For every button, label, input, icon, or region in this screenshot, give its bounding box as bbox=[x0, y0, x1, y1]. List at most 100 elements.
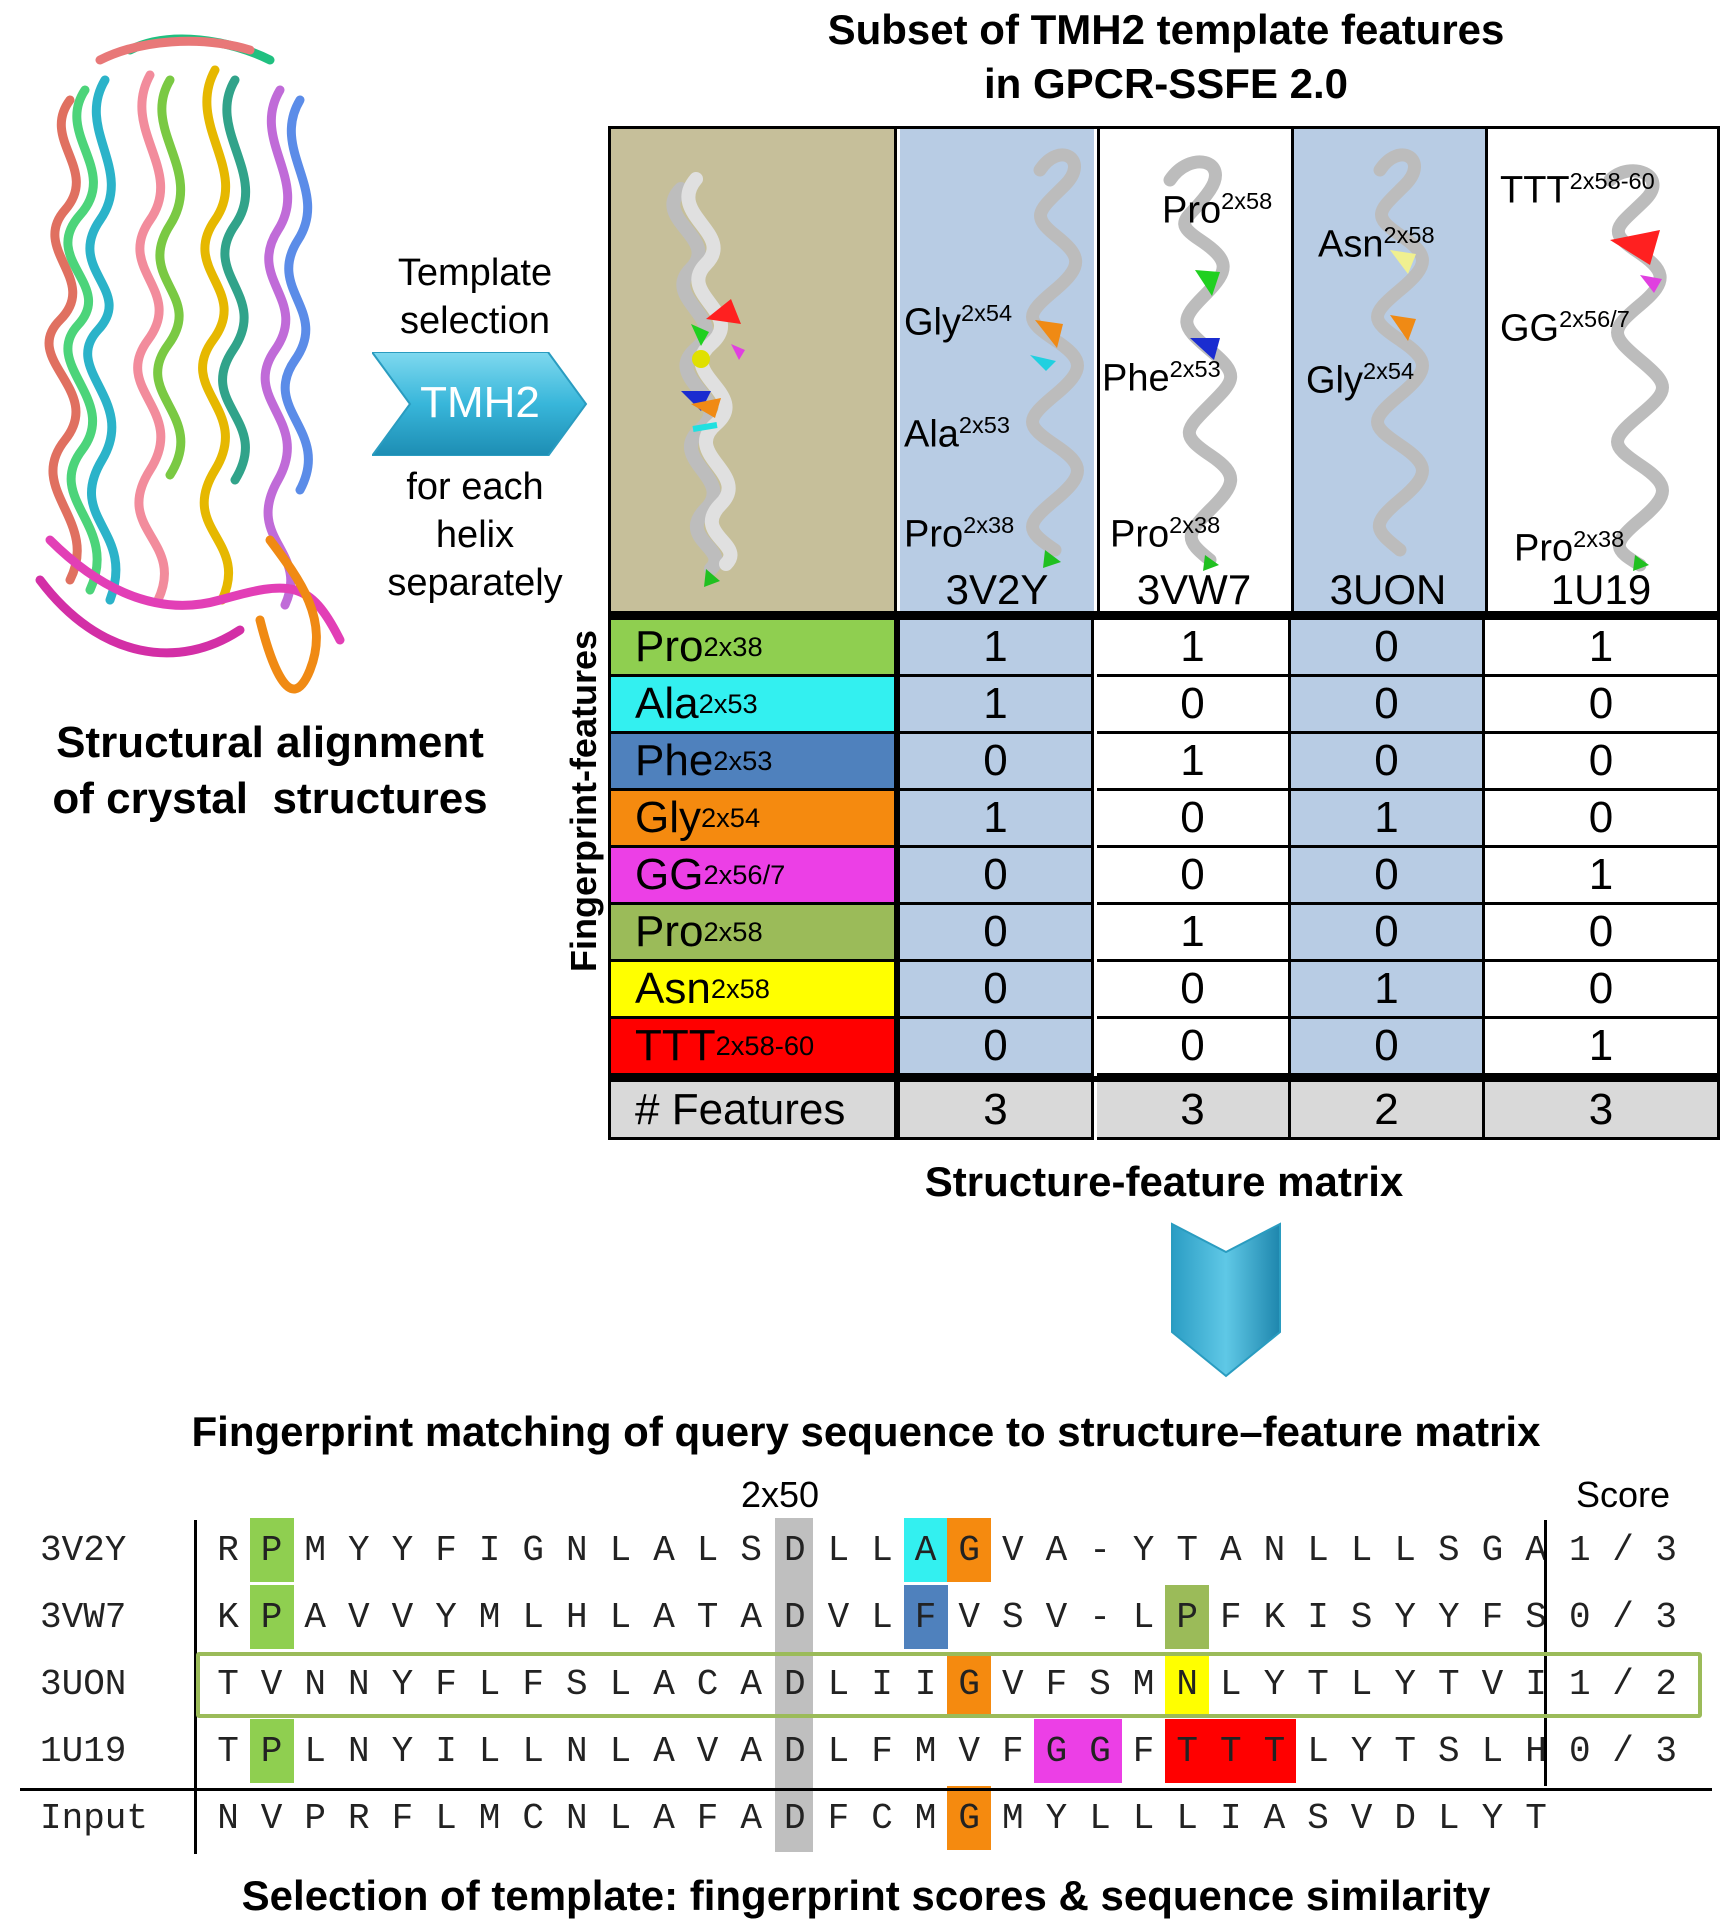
residue: N bbox=[565, 1529, 588, 1571]
residue: L bbox=[1176, 1797, 1198, 1839]
feature-position: 2x38 bbox=[703, 631, 763, 662]
residue: T bbox=[1394, 1730, 1416, 1772]
residue: H bbox=[565, 1596, 588, 1638]
alignment-caption-line2: of crystal structures bbox=[52, 774, 488, 823]
tmh2-arrow-shape bbox=[372, 352, 588, 456]
feature-highlight bbox=[947, 1518, 992, 1582]
residue: G bbox=[1089, 1730, 1111, 1772]
matrix-cell: 0 bbox=[1097, 791, 1291, 848]
total-features-cell: 3 bbox=[900, 1082, 1094, 1140]
feature-residue: GG bbox=[635, 850, 704, 899]
residue: F bbox=[1045, 1663, 1068, 1705]
structure-panel-3v2y bbox=[900, 129, 1094, 611]
residue: L bbox=[1350, 1529, 1373, 1571]
residue: A bbox=[653, 1596, 675, 1638]
residue: C bbox=[871, 1797, 893, 1839]
residue: L bbox=[478, 1730, 501, 1772]
residue: Y bbox=[1132, 1529, 1155, 1571]
structure-id-3v2y: 3V2Y bbox=[945, 566, 1049, 613]
matrix-cell: 0 bbox=[1485, 905, 1720, 962]
helix-3vw7-icon bbox=[1163, 155, 1238, 571]
residue: T bbox=[1176, 1730, 1198, 1772]
residue: V bbox=[260, 1797, 283, 1839]
matrix-cell: 0 bbox=[1097, 962, 1291, 1019]
residue: G bbox=[958, 1797, 980, 1839]
feature-residue: Ala bbox=[635, 679, 699, 728]
feature-highlight bbox=[1208, 1719, 1253, 1783]
position-marker-2x50: 2x50 bbox=[740, 1474, 820, 1515]
residue: Y bbox=[391, 1529, 414, 1571]
feature-label-asn-6: Asn 2x58 bbox=[608, 962, 897, 1019]
residue: A bbox=[304, 1596, 326, 1638]
fingerprint-score-3uon: 1 / 2 bbox=[1568, 1663, 1678, 1705]
label-3v2y-pro: Pro2x38 bbox=[904, 512, 1015, 556]
matrix-cell: 0 bbox=[900, 1019, 1094, 1076]
label-3uon-asn: Asn2x58 bbox=[1318, 222, 1435, 266]
residue: V bbox=[1001, 1663, 1024, 1705]
residue: D bbox=[783, 1529, 806, 1571]
feature-label-ttt-7: TTT 2x58-60 bbox=[608, 1019, 897, 1076]
matrix-cell: 0 bbox=[900, 734, 1094, 791]
residue: P bbox=[304, 1797, 326, 1839]
structure-feature-matrix: Pro 2x38 1 1 0 1 Ala 2x53 1 0 0 0 Phe 2x53 0 1 0 0 Gly 2x54… bbox=[608, 614, 1720, 1140]
residue: N bbox=[1263, 1529, 1286, 1571]
residue: V bbox=[958, 1596, 980, 1638]
feature-highlight bbox=[249, 1518, 294, 1582]
matrix-col-separator bbox=[897, 614, 900, 1140]
matrix-cell: 0 bbox=[1291, 905, 1485, 962]
residue: K bbox=[1263, 1596, 1286, 1638]
residue: M bbox=[304, 1529, 326, 1571]
residue: L bbox=[522, 1730, 544, 1772]
residue: L bbox=[827, 1663, 850, 1705]
score-header: Score bbox=[1575, 1474, 1671, 1515]
feature-label-gg-4: GG 2x56/7 bbox=[608, 848, 897, 905]
residue: D bbox=[783, 1797, 806, 1839]
structure-panel-1u19 bbox=[1485, 129, 1717, 611]
helix-1u19-icon bbox=[1603, 164, 1669, 572]
residue: T bbox=[1525, 1797, 1547, 1839]
residue: V bbox=[347, 1596, 370, 1638]
residue: L bbox=[871, 1529, 893, 1571]
sequence-name-3vw7: 3VW7 bbox=[40, 1596, 127, 1638]
residue: D bbox=[783, 1596, 806, 1638]
matrix-cell: 0 bbox=[1291, 620, 1485, 677]
label-1u19-ttt: TTT2x58-60 bbox=[1500, 168, 1655, 212]
residue: A bbox=[1045, 1529, 1068, 1571]
feature-highlight bbox=[1078, 1719, 1122, 1783]
residue: L bbox=[435, 1797, 457, 1839]
matrix-cell: 0 bbox=[900, 905, 1094, 962]
residue: S bbox=[1307, 1797, 1329, 1839]
residue: V bbox=[1001, 1529, 1024, 1571]
tmh2-arrow-label: TMH2 bbox=[420, 378, 540, 427]
matrix-cell: 0 bbox=[1291, 734, 1485, 791]
arrow-bottom-line3: separately bbox=[387, 562, 563, 604]
residue: Y bbox=[1394, 1596, 1416, 1638]
residue: F bbox=[435, 1529, 457, 1571]
residue: G bbox=[1045, 1730, 1068, 1772]
matrix-cell: 1 bbox=[1485, 848, 1720, 905]
feature-label-gly-3: Gly 2x54 bbox=[608, 791, 897, 848]
residue: L bbox=[1219, 1663, 1242, 1705]
residue: T bbox=[217, 1730, 239, 1772]
matrix-cell: 1 bbox=[1097, 734, 1291, 791]
arrow-bottom-line2: helix bbox=[435, 514, 515, 556]
residue: A bbox=[740, 1730, 762, 1772]
residue: P bbox=[1176, 1596, 1198, 1638]
residue: L bbox=[1350, 1663, 1373, 1705]
matrix-cell: 1 bbox=[1485, 620, 1720, 677]
residue: M bbox=[478, 1797, 501, 1839]
residue: T bbox=[1219, 1730, 1242, 1772]
down-arrow-icon bbox=[1171, 1222, 1281, 1378]
residue: N bbox=[565, 1797, 588, 1839]
residue: Y bbox=[435, 1596, 457, 1638]
residue: S bbox=[740, 1529, 762, 1571]
residue: S bbox=[1350, 1596, 1373, 1638]
residue: T bbox=[217, 1663, 239, 1705]
alignment-caption-line1: Structural alignment bbox=[56, 718, 484, 767]
residue: V bbox=[1481, 1663, 1504, 1705]
sequence-name-1u19: 1U19 bbox=[40, 1730, 127, 1772]
matrix-cell: 1 bbox=[1097, 905, 1291, 962]
residue: L bbox=[609, 1596, 632, 1638]
residue: L bbox=[871, 1596, 893, 1638]
residue: S bbox=[1001, 1596, 1024, 1638]
